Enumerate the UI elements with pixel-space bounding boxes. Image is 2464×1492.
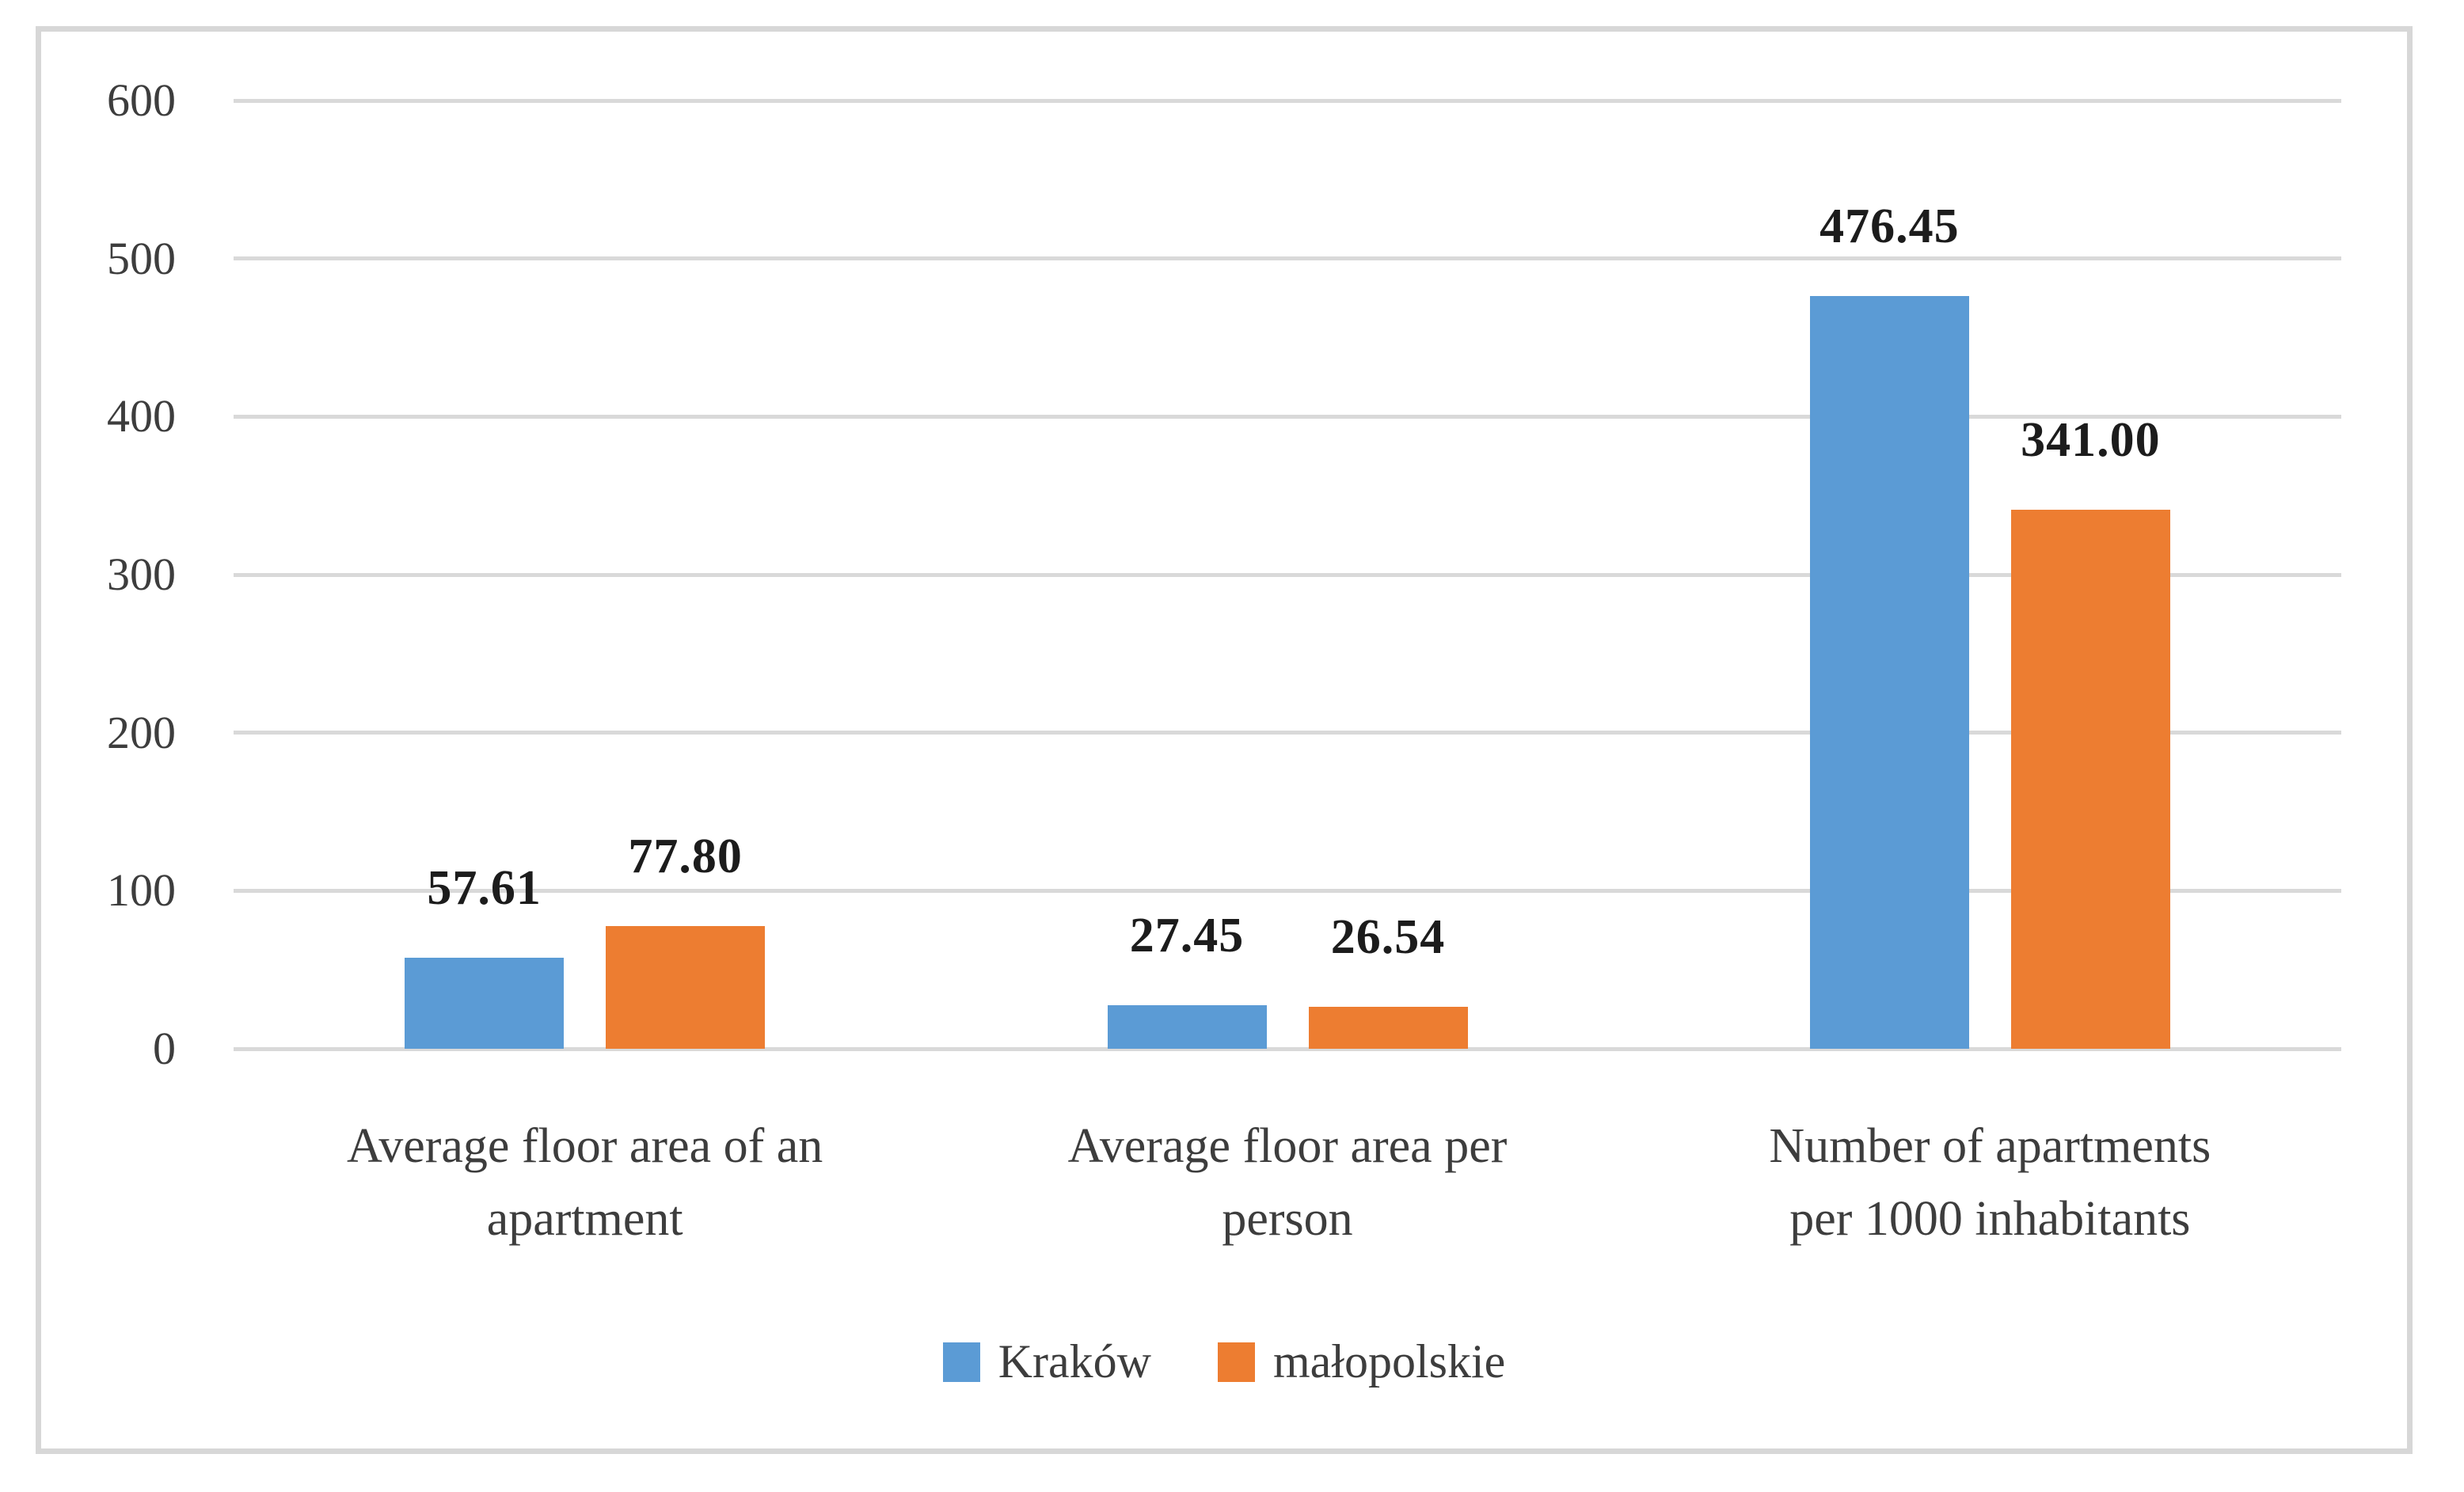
gridline-600	[234, 98, 2341, 103]
plot-area: 57.61 77.80 27.45 26.54 476.45 341.00	[234, 98, 2341, 1051]
bar-kraków-2	[1809, 295, 1969, 1049]
category-label-2: Number of apartments per 1000 inhabitant…	[1769, 1119, 2211, 1246]
y-tick-label-600: 600	[107, 74, 176, 126]
category-label-1: Average floor area per person	[1067, 1119, 1508, 1246]
legend-item-małopolskie: małopolskie	[1217, 1334, 1506, 1389]
value-label-małopolskie-2: 341.00	[2021, 413, 2161, 468]
y-tick-label-300: 300	[107, 549, 176, 600]
legend-label-kraków: Kraków	[998, 1335, 1151, 1388]
bar-kraków-0	[405, 957, 565, 1049]
value-label-małopolskie-0: 77.80	[628, 829, 743, 883]
bar-małopolskie-0	[606, 925, 766, 1049]
gridline-100	[234, 888, 2341, 893]
bar-małopolskie-1	[1308, 1007, 1468, 1049]
bar-kraków-1	[1107, 1005, 1267, 1049]
value-label-kraków-1: 27.45	[1129, 909, 1245, 963]
gridline-400	[234, 414, 2341, 419]
value-label-kraków-2: 476.45	[1819, 199, 1960, 253]
legend-label-małopolskie: małopolskie	[1272, 1335, 1506, 1388]
y-tick-label-500: 500	[107, 232, 176, 284]
gridline-0	[234, 1046, 2341, 1051]
y-tick-label-400: 400	[107, 390, 176, 442]
value-label-małopolskie-1: 26.54	[1330, 910, 1446, 965]
legend-swatch-kraków	[942, 1342, 980, 1382]
gridline-200	[234, 731, 2341, 735]
legend-swatch-małopolskie	[1217, 1342, 1255, 1382]
bar-małopolskie-2	[2010, 510, 2170, 1049]
category-label-0: Average floor area of an apartment	[347, 1119, 823, 1246]
y-tick-label-0: 0	[153, 1023, 176, 1074]
legend: Kraków małopolskie	[41, 1334, 2407, 1389]
gridline-300	[234, 572, 2341, 577]
y-tick-label-200: 200	[107, 706, 176, 758]
legend-item-kraków: Kraków	[942, 1334, 1151, 1389]
gridline-500	[234, 256, 2341, 261]
value-label-kraków-0: 57.61	[427, 860, 542, 915]
y-tick-label-100: 100	[107, 864, 176, 917]
